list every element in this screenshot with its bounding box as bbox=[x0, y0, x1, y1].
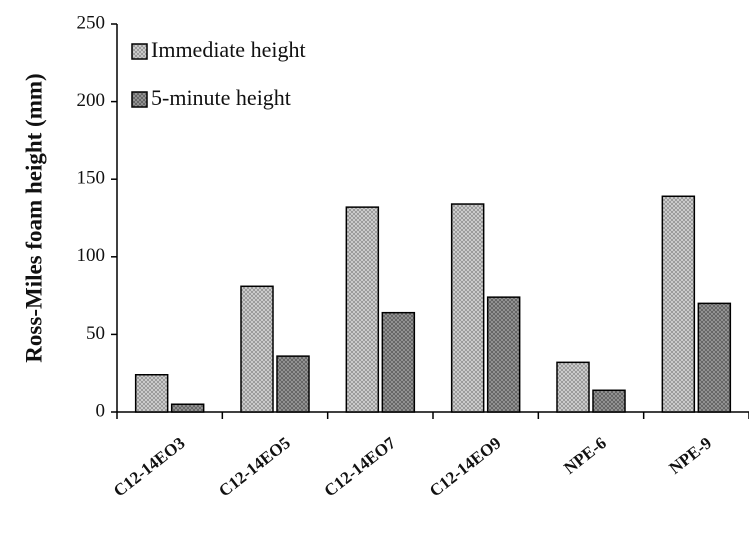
bar bbox=[134, 374, 169, 413]
bar bbox=[345, 206, 380, 413]
y-tick-label: 100 bbox=[77, 245, 106, 266]
x-tick-label: C12-14EO9 bbox=[426, 433, 505, 500]
legend-label: 5-minute height bbox=[151, 85, 291, 110]
y-axis-title: Ross-Miles foam height (mm) bbox=[21, 73, 46, 362]
legend-label: Immediate height bbox=[151, 37, 306, 62]
x-tick-label: C12-14EO7 bbox=[321, 433, 400, 501]
x-tick-label: NPE-6 bbox=[560, 433, 610, 478]
legend-swatch bbox=[131, 91, 148, 108]
bar bbox=[450, 203, 485, 413]
bar bbox=[697, 302, 732, 413]
bar bbox=[276, 355, 310, 413]
y-tick-label: 250 bbox=[77, 12, 106, 33]
legend-swatch bbox=[131, 43, 148, 60]
x-tick-label: C12-14EO3 bbox=[110, 433, 189, 500]
bar bbox=[556, 361, 590, 413]
y-tick-label: 150 bbox=[77, 168, 106, 189]
bar bbox=[486, 296, 521, 413]
bar bbox=[661, 195, 696, 413]
y-tick-label: 50 bbox=[86, 323, 105, 344]
x-tick-label: C12-14EO5 bbox=[215, 433, 294, 500]
y-tick-label: 200 bbox=[77, 90, 106, 111]
bar bbox=[240, 285, 274, 413]
bar bbox=[592, 389, 626, 413]
bar bbox=[170, 403, 205, 413]
bar bbox=[381, 311, 416, 413]
y-tick-label: 0 bbox=[96, 400, 106, 421]
x-tick-label: NPE-9 bbox=[666, 433, 716, 478]
